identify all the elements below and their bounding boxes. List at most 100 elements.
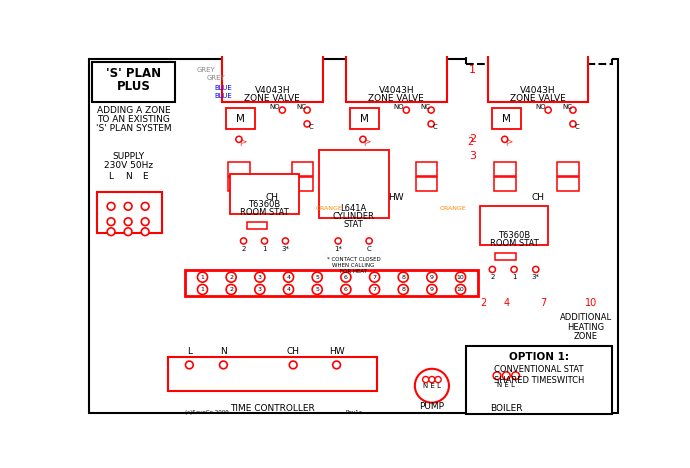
Circle shape: [428, 107, 434, 113]
Text: GREY: GREY: [197, 67, 216, 73]
Text: 230V 50Hz: 230V 50Hz: [104, 161, 152, 170]
Text: |>: |>: [505, 139, 513, 146]
Text: Rev1a: Rev1a: [345, 410, 362, 415]
Circle shape: [226, 285, 236, 294]
Text: HW: HW: [328, 347, 344, 356]
Circle shape: [511, 266, 517, 272]
Text: M: M: [502, 114, 511, 124]
Bar: [488, 6, 589, 102]
Text: ROOM STAT: ROOM STAT: [490, 239, 538, 248]
Text: 'S' PLAN: 'S' PLAN: [106, 67, 161, 80]
Text: 9: 9: [430, 275, 434, 280]
Text: T6360B: T6360B: [248, 200, 281, 209]
Bar: [228, 177, 250, 191]
Bar: [97, 192, 162, 233]
Text: N: N: [125, 172, 132, 181]
Circle shape: [398, 272, 408, 282]
Text: E: E: [142, 172, 148, 181]
Circle shape: [282, 238, 288, 244]
Text: CONVENTIONAL STAT: CONVENTIONAL STAT: [494, 365, 584, 374]
Circle shape: [502, 136, 508, 142]
Circle shape: [570, 107, 576, 113]
Circle shape: [284, 272, 293, 282]
Text: |>: |>: [239, 139, 248, 146]
Bar: [494, 177, 515, 191]
Text: BOILER: BOILER: [490, 404, 522, 413]
Text: 1*: 1*: [334, 246, 342, 252]
Text: ZONE VALVE: ZONE VALVE: [368, 94, 424, 103]
Circle shape: [124, 228, 132, 235]
Text: N: N: [220, 347, 227, 356]
Text: L: L: [108, 172, 114, 181]
Text: 8: 8: [402, 275, 405, 280]
Bar: [350, 108, 380, 129]
Text: 3: 3: [258, 287, 262, 292]
Text: 9: 9: [430, 287, 434, 292]
Text: C: C: [367, 246, 371, 252]
Text: V4043H: V4043H: [255, 86, 290, 95]
Circle shape: [236, 136, 242, 142]
Circle shape: [141, 203, 149, 210]
Text: N E L: N E L: [423, 383, 441, 389]
Bar: [226, 108, 255, 129]
Circle shape: [435, 376, 441, 383]
Circle shape: [219, 361, 227, 369]
Text: 7: 7: [540, 298, 546, 307]
Bar: [466, 346, 612, 414]
Circle shape: [422, 376, 428, 383]
Circle shape: [107, 218, 115, 226]
Text: 4: 4: [286, 287, 290, 292]
Bar: [292, 177, 313, 191]
Text: ORANGE: ORANGE: [440, 206, 466, 211]
Text: 2: 2: [469, 134, 476, 144]
Text: 5: 5: [315, 275, 319, 280]
Text: 3*: 3*: [282, 246, 289, 252]
Text: TIME CONTROLLER: TIME CONTROLLER: [230, 404, 315, 413]
Circle shape: [197, 272, 208, 282]
Text: ADDING A ZONE: ADDING A ZONE: [97, 106, 170, 115]
Circle shape: [455, 285, 466, 294]
Circle shape: [312, 285, 322, 294]
Circle shape: [255, 272, 265, 282]
Circle shape: [370, 285, 380, 294]
Text: 3*: 3*: [532, 274, 540, 280]
Text: SUPPLY: SUPPLY: [112, 152, 144, 161]
Text: 1: 1: [512, 274, 516, 280]
Text: ZONE VALVE: ZONE VALVE: [244, 94, 300, 103]
Text: PUMP: PUMP: [420, 402, 444, 411]
Text: HEATING: HEATING: [568, 323, 604, 332]
Text: 10: 10: [457, 287, 464, 292]
Circle shape: [370, 272, 380, 282]
Text: ZONE: ZONE: [574, 332, 598, 341]
Circle shape: [333, 361, 340, 369]
Circle shape: [493, 372, 501, 380]
Text: TO AN EXISTING: TO AN EXISTING: [97, 115, 170, 124]
Circle shape: [570, 121, 576, 127]
Circle shape: [141, 218, 149, 226]
Circle shape: [197, 285, 208, 294]
Text: HW: HW: [388, 192, 404, 202]
Text: 7: 7: [373, 287, 377, 292]
Text: 1: 1: [201, 287, 204, 292]
Text: 2: 2: [480, 298, 486, 307]
Text: FOR HEAT: FOR HEAT: [340, 269, 367, 274]
Bar: [558, 177, 579, 191]
Text: N E L: N E L: [497, 382, 515, 388]
Text: ORANGE: ORANGE: [315, 206, 342, 211]
Text: NC: NC: [421, 104, 431, 110]
Circle shape: [403, 107, 409, 113]
Circle shape: [512, 372, 520, 380]
Text: T6360B: T6360B: [498, 231, 530, 240]
Text: 6: 6: [344, 287, 348, 292]
Circle shape: [502, 372, 510, 380]
Circle shape: [427, 272, 437, 282]
Bar: [415, 161, 437, 176]
Bar: [222, 6, 323, 102]
Circle shape: [545, 107, 551, 113]
Bar: [558, 161, 579, 176]
Text: WHEN CALLING: WHEN CALLING: [333, 263, 375, 268]
Bar: [292, 161, 313, 176]
Text: 3: 3: [469, 151, 475, 161]
Text: V4043H: V4043H: [378, 86, 414, 95]
Circle shape: [241, 238, 247, 244]
